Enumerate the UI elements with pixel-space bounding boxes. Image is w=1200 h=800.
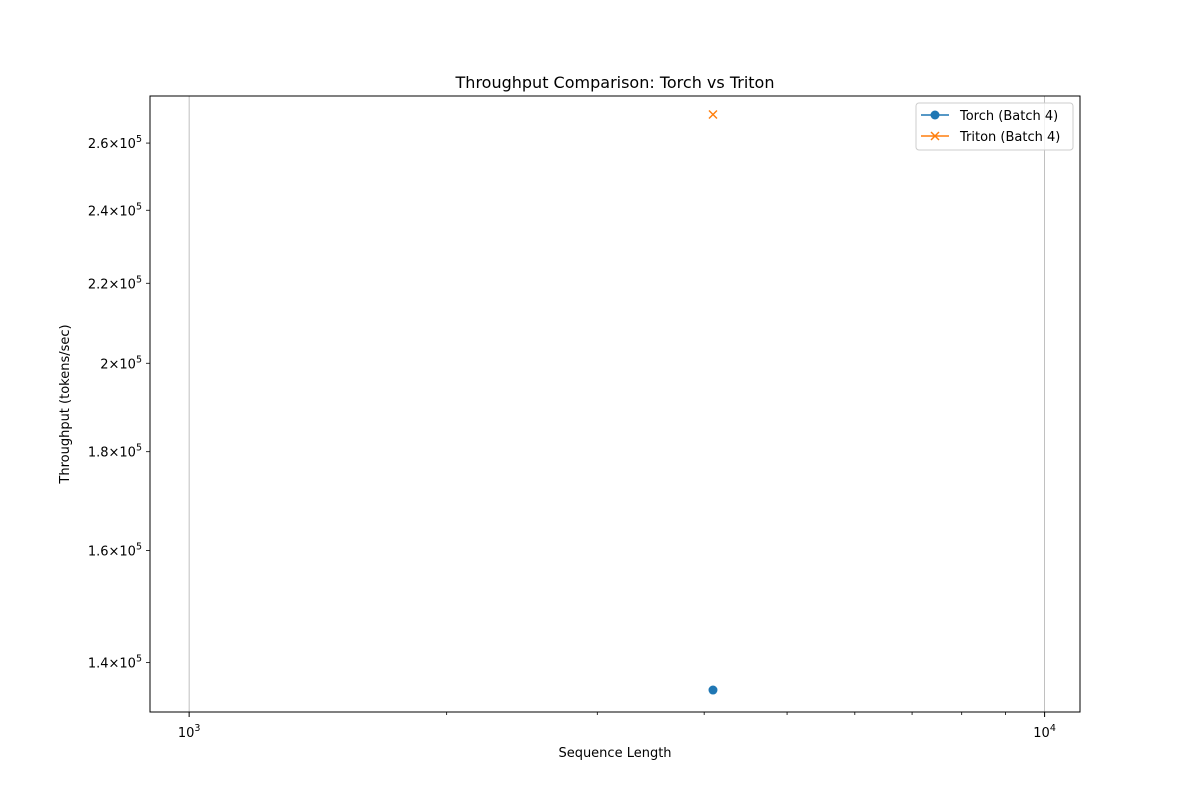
tick-base: 10 — [119, 545, 136, 560]
y-tick-label: 1.6×105 — [88, 542, 142, 560]
data-point-stroke — [708, 109, 718, 120]
tick-mantissa: 2 — [100, 357, 108, 372]
tick-mantissa: 1.6 — [88, 545, 109, 560]
data-point — [708, 109, 718, 120]
y-axis-label: Throughput (tokens/sec) — [58, 324, 73, 484]
tick-exponent: 5 — [136, 201, 142, 212]
legend-entry: Torch (Batch 4) — [921, 109, 1058, 124]
grid-lines — [188, 96, 1045, 712]
tick-base: 10 — [119, 137, 136, 152]
tick-times: × — [109, 357, 120, 372]
y-tick-label: 1.8×105 — [88, 443, 142, 461]
tick-exponent: 5 — [136, 654, 142, 665]
tick-base: 10 — [119, 657, 136, 672]
tick-times: × — [109, 204, 120, 219]
tick-times: × — [109, 545, 120, 560]
tick-times: × — [109, 137, 120, 152]
legend-label: Torch (Batch 4) — [959, 109, 1058, 124]
x-axis-label: Sequence Length — [558, 746, 671, 761]
tick-mantissa: 2.4 — [88, 204, 109, 219]
tick-mantissa: 2.6 — [88, 137, 109, 152]
tick-mantissa: 10 — [1033, 726, 1050, 741]
tick-mantissa: 1.4 — [88, 657, 109, 672]
tick-mantissa: 1.8 — [88, 446, 109, 461]
y-tick-label: 2.4×105 — [88, 201, 142, 219]
tick-times: × — [109, 657, 120, 672]
y-tick-label: 1.4×105 — [88, 654, 142, 672]
tick-base: 10 — [119, 277, 136, 292]
y-tick-label: 2.2×105 — [88, 274, 142, 292]
tick-exponent: 5 — [136, 354, 142, 365]
tick-exponent: 5 — [136, 274, 142, 285]
legend: Torch (Batch 4) Triton (Batch 4) — [915, 102, 1074, 151]
tick-exponent: 5 — [136, 443, 142, 454]
y-tick-label: 2.6×105 — [88, 134, 142, 152]
legend-entry: Triton (Batch 4) — [921, 130, 1060, 145]
legend-box — [915, 102, 1074, 151]
series-torch-batch-4 — [708, 685, 718, 695]
tick-times: × — [109, 277, 120, 292]
legend-marker — [930, 131, 940, 141]
y-axis: 1.4×1051.6×1051.8×1052×1052.2×1052.4×105… — [88, 134, 150, 672]
x-tick-label: 103 — [178, 723, 201, 741]
plot-frame — [149, 95, 1081, 713]
x-tick-label: 104 — [1033, 723, 1056, 741]
tick-exponent: 5 — [136, 134, 142, 145]
tick-mantissa: 10 — [178, 726, 195, 741]
y-tick-label: 2×105 — [100, 354, 142, 372]
tick-exponent: 5 — [136, 542, 142, 553]
data-point — [708, 685, 718, 695]
data-series — [708, 109, 718, 695]
tick-mantissa: 2.2 — [88, 277, 109, 292]
x-axis: 103 104 — [178, 712, 1056, 741]
tick-base: 10 — [119, 357, 136, 372]
tick-base: 10 — [119, 446, 136, 461]
tick-exponent: 3 — [194, 723, 200, 734]
series-triton-batch-4 — [708, 109, 718, 120]
tick-exponent: 4 — [1050, 723, 1056, 734]
tick-times: × — [109, 446, 120, 461]
legend-label: Triton (Batch 4) — [959, 130, 1060, 145]
chart-title: Throughput Comparison: Torch vs Triton — [455, 73, 775, 92]
legend-marker — [930, 110, 940, 120]
tick-base: 10 — [119, 204, 136, 219]
